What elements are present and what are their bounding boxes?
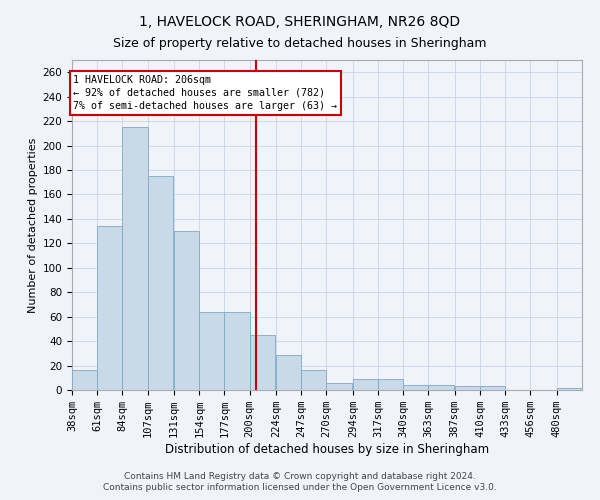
Bar bbox=[301, 370, 326, 390]
Bar bbox=[174, 231, 199, 390]
Bar bbox=[326, 382, 352, 390]
X-axis label: Distribution of detached houses by size in Sheringham: Distribution of detached houses by size … bbox=[165, 443, 489, 456]
Text: Size of property relative to detached houses in Sheringham: Size of property relative to detached ho… bbox=[113, 38, 487, 51]
Bar bbox=[148, 176, 173, 390]
Bar bbox=[557, 388, 582, 390]
Bar bbox=[122, 127, 148, 390]
Text: Contains HM Land Registry data © Crown copyright and database right 2024.
Contai: Contains HM Land Registry data © Crown c… bbox=[103, 472, 497, 492]
Bar bbox=[250, 335, 275, 390]
Bar bbox=[276, 354, 301, 390]
Bar bbox=[480, 386, 505, 390]
Bar bbox=[403, 385, 428, 390]
Bar bbox=[199, 312, 224, 390]
Text: 1, HAVELOCK ROAD, SHERINGHAM, NR26 8QD: 1, HAVELOCK ROAD, SHERINGHAM, NR26 8QD bbox=[139, 15, 461, 29]
Bar bbox=[455, 386, 480, 390]
Bar bbox=[378, 379, 403, 390]
Bar bbox=[428, 385, 454, 390]
Bar bbox=[224, 312, 250, 390]
Bar bbox=[353, 379, 378, 390]
Y-axis label: Number of detached properties: Number of detached properties bbox=[28, 138, 38, 312]
Text: 1 HAVELOCK ROAD: 206sqm
← 92% of detached houses are smaller (782)
7% of semi-de: 1 HAVELOCK ROAD: 206sqm ← 92% of detache… bbox=[73, 74, 337, 111]
Bar bbox=[72, 370, 97, 390]
Bar bbox=[97, 226, 122, 390]
